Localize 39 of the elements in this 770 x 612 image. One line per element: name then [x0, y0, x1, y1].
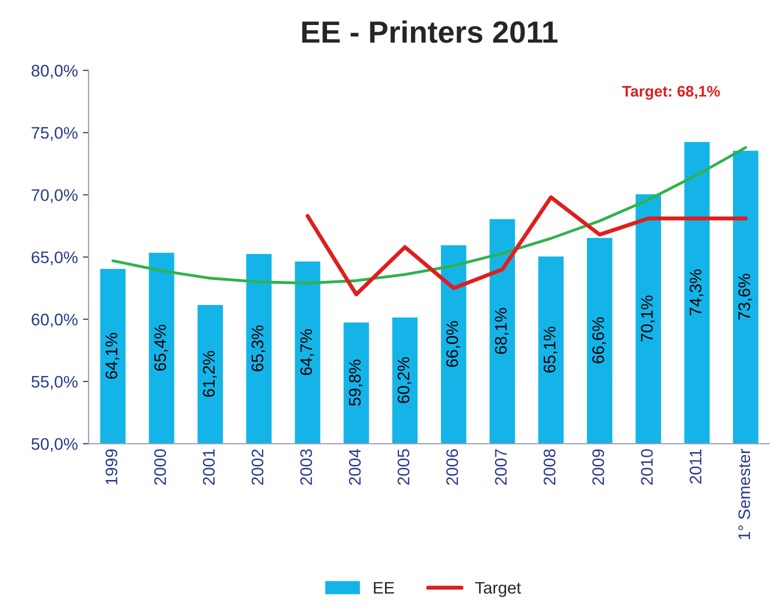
y-tick-label: 80,0%: [32, 64, 78, 79]
data-label: 66,0%: [446, 321, 460, 367]
y-tick-label: 55,0%: [32, 376, 78, 390]
x-tick-label: 2004: [348, 449, 361, 485]
data-label: 73,6%: [738, 274, 752, 320]
y-tick-label: 70,0%: [32, 189, 78, 203]
data-label: 70,1%: [640, 296, 655, 342]
y-tick-label: 60,0%: [32, 314, 78, 328]
data-label: 74,3%: [690, 269, 704, 316]
x-tick-label: 2000: [154, 449, 166, 485]
legend-label: EE: [374, 582, 394, 594]
x-tick-label: 2009: [592, 449, 604, 485]
legend-label: Target: [475, 582, 521, 597]
y-tick-label: 75,0%: [32, 127, 78, 141]
data-label: 65,3%: [252, 325, 266, 372]
data-label: 59,8%: [348, 360, 363, 406]
data-label: 60,2%: [398, 357, 412, 404]
x-tick-label: 1999: [106, 449, 118, 484]
x-tick-label: 2010: [640, 449, 653, 485]
data-label: 66,6%: [592, 317, 606, 364]
y-tick-label: 50,0%: [32, 438, 78, 452]
x-tick-label: 2007: [494, 449, 507, 485]
x-tick-label: 2001: [202, 449, 215, 485]
data-label: 65,4%: [154, 324, 168, 371]
annotation: Target: 68,1%: [622, 86, 720, 100]
x-tick-label: 2008: [544, 449, 556, 485]
y-tick-label: 65,0%: [32, 251, 78, 266]
x-tick-label: 2005: [398, 449, 410, 485]
data-label: 64,7%: [300, 329, 314, 376]
data-label: 68,1%: [494, 308, 509, 354]
x-tick-label: 2002: [252, 449, 264, 485]
chart-title: EE - Printers 2011: [302, 20, 558, 43]
x-tick-label: 2003: [300, 449, 312, 485]
x-tick-label: 1° Semester: [738, 448, 750, 540]
x-tick-label: 2006: [446, 449, 458, 485]
data-label: 61,2%: [202, 350, 217, 397]
x-tick-label: 2011: [690, 449, 702, 484]
data-label: 65,1%: [544, 326, 558, 373]
data-label: 64,1%: [106, 332, 120, 379]
